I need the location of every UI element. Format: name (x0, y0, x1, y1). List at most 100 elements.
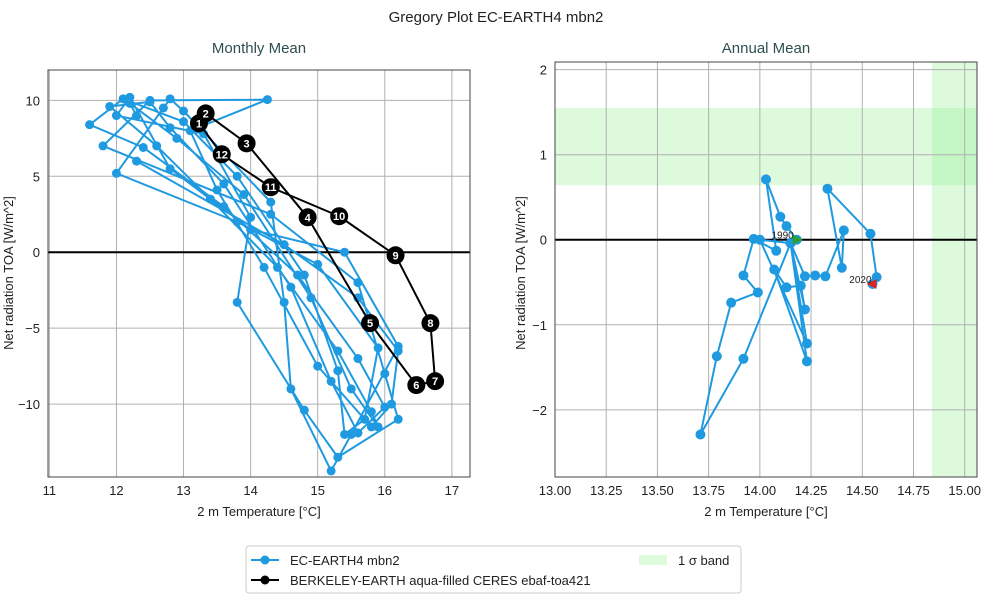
model-point (366, 407, 376, 417)
start-marker (792, 234, 803, 245)
obs-point-label: 9 (392, 250, 398, 262)
x-tick-label: 14.75 (897, 483, 930, 498)
monthly-title: Monthly Mean (212, 40, 306, 57)
obs-point (298, 208, 317, 227)
model-point (262, 95, 272, 105)
model-series-line (699, 178, 878, 436)
monthly-xlabel: 2 m Temperature [°C] (197, 504, 320, 519)
model-point (293, 270, 303, 280)
model-point (366, 422, 376, 432)
model-point (239, 190, 249, 200)
start-year-label: 1990 (771, 231, 794, 242)
x-tick-label: 13.25 (590, 483, 623, 498)
model-point (353, 278, 363, 288)
legend-model-label: EC-EARTH4 mbn2 (290, 553, 400, 568)
x-tick-label: 14.50 (846, 483, 879, 498)
model-point (205, 194, 215, 204)
model-point (219, 202, 229, 212)
model-point (726, 297, 737, 308)
model-point (299, 405, 309, 415)
x-tick-label: 13.75 (692, 483, 725, 498)
model-point (286, 282, 296, 292)
annual-panel: Annual Mean 2 m Temperature [°C] Net rad… (513, 40, 981, 519)
model-point (380, 402, 390, 412)
model-point (373, 422, 383, 432)
model-point (299, 270, 309, 280)
model-point (761, 174, 771, 185)
y-tick-label: −2 (532, 403, 547, 418)
model-point (799, 271, 810, 282)
model-point (111, 168, 121, 178)
obs-point-label: 7 (432, 376, 438, 388)
obs-point (426, 372, 445, 391)
legend-band-label: 1 σ band (678, 553, 729, 568)
x-tick-label: 14.25 (795, 483, 828, 498)
model-point (738, 353, 749, 364)
model-point (165, 164, 175, 174)
model-point (346, 384, 356, 394)
model-point (333, 452, 343, 462)
model-point (179, 106, 189, 116)
obs-point-label: 5 (367, 318, 373, 330)
model-point (836, 262, 847, 273)
model-point (373, 343, 383, 353)
obs-point (196, 104, 215, 123)
model-point (286, 384, 296, 394)
model-point (111, 111, 121, 121)
legend-model-marker (260, 555, 270, 565)
model-point (738, 270, 749, 281)
model-point (380, 369, 390, 379)
model-point (387, 399, 397, 409)
x-tick-label: 16 (378, 483, 392, 498)
obs-point (212, 145, 231, 164)
obs-point-label: 4 (305, 212, 312, 224)
obs-point (261, 178, 280, 197)
model-point (393, 346, 403, 356)
x-tick-label: 14.00 (744, 483, 777, 498)
model-series-line (88, 96, 400, 472)
legend-obs-label: BERKELEY-EARTH aqua-filled CERES ebaf-to… (290, 573, 591, 588)
model-point (799, 304, 810, 315)
model-point (165, 123, 175, 133)
obs-point-label: 11 (265, 182, 277, 194)
axes-frame (554, 61, 978, 478)
model-point (353, 428, 363, 438)
monthly-panel: Monthly Mean 2 m Temperature [°C] Net ra… (1, 40, 471, 519)
legend-band-patch (639, 555, 667, 565)
model-point (313, 361, 323, 371)
model-point (820, 271, 831, 282)
model-point (118, 94, 128, 104)
obs-point-label: 1 (196, 118, 202, 130)
model-point (810, 270, 821, 281)
model-point (246, 212, 256, 222)
model-point (105, 101, 115, 111)
model-point (781, 221, 792, 232)
model-point (179, 117, 189, 127)
model-point (711, 351, 722, 362)
model-point (822, 183, 833, 194)
obs-point (407, 376, 426, 395)
y-tick-label: 2 (540, 63, 547, 78)
y-tick-label: 5 (33, 169, 40, 184)
x-tick-label: 15.00 (948, 483, 981, 498)
model-point (266, 209, 276, 219)
model-point (306, 293, 316, 303)
annual-title: Annual Mean (722, 40, 810, 57)
model-point (259, 262, 269, 272)
model-point (125, 92, 135, 102)
model-point (771, 245, 782, 256)
model-point (132, 156, 142, 166)
model-point (219, 179, 229, 189)
x-tick-label: 13.00 (539, 483, 572, 498)
y-tick-label: 0 (33, 245, 40, 260)
y-tick-label: −10 (18, 397, 40, 412)
model-point (333, 346, 343, 356)
model-point (85, 120, 95, 130)
obs-point (386, 246, 405, 265)
model-point (138, 142, 148, 152)
x-tick-label: 14 (243, 483, 257, 498)
model-point (865, 228, 876, 239)
y-tick-label: −1 (532, 318, 547, 333)
x-tick-label: 13.50 (641, 483, 674, 498)
